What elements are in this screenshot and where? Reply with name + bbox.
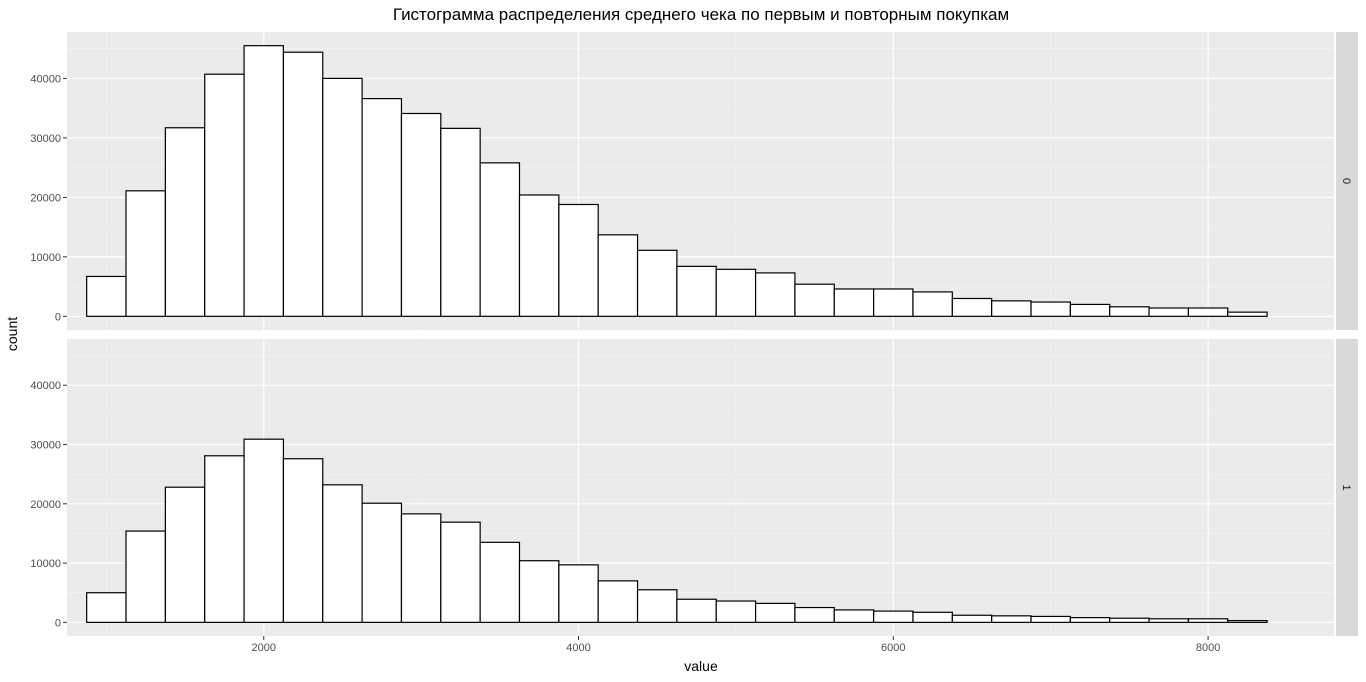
histogram-bar: [991, 615, 1032, 623]
histogram-bar: [125, 530, 166, 623]
y-tick-label: 30000: [30, 440, 61, 452]
x-tick-label: 4000: [566, 642, 590, 654]
y-tick-label: 40000: [30, 380, 61, 392]
histogram-bar: [1069, 617, 1111, 623]
histogram-bar: [518, 194, 560, 317]
histogram-bar: [873, 610, 914, 623]
histogram-bar: [912, 611, 953, 623]
histogram-bar: [1148, 307, 1190, 317]
histogram-bar: [125, 190, 166, 317]
histogram-bar: [676, 598, 717, 623]
chart-title: Гистограмма распределения среднего чека …: [393, 5, 1009, 24]
histogram-bar: [1227, 311, 1268, 317]
histogram-bar: [951, 614, 993, 623]
histogram-bar: [322, 484, 363, 623]
histogram-bar: [86, 275, 127, 317]
y-tick-label: 10000: [30, 252, 61, 264]
histogram-bar: [282, 51, 324, 317]
histogram-bar: [754, 272, 796, 317]
x-tick-label: 2000: [251, 642, 275, 654]
histogram-bar: [164, 486, 206, 623]
histogram-bar: [873, 288, 914, 317]
histogram-bar: [361, 98, 403, 317]
histogram-bar: [676, 265, 717, 317]
histogram-bar: [991, 300, 1032, 317]
histogram-bar: [597, 234, 639, 317]
histogram-bar: [1069, 303, 1111, 317]
y-tick-label: 0: [55, 617, 61, 629]
facet-strip-label: 1: [1340, 484, 1352, 490]
histogram-bar: [951, 297, 993, 317]
histogram-bar: [518, 560, 560, 623]
histogram-bar: [243, 438, 285, 623]
histogram-bar: [833, 288, 875, 317]
y-tick-label: 40000: [30, 73, 61, 85]
y-tick-label: 30000: [30, 133, 61, 145]
histogram-bar: [204, 73, 245, 317]
histogram-bar: [204, 455, 245, 623]
facet-strip: [1336, 32, 1358, 330]
y-tick-label: 20000: [30, 499, 61, 511]
histogram-bar: [400, 513, 442, 623]
histogram-bar: [1109, 306, 1150, 317]
y-tick-label: 10000: [30, 558, 61, 570]
histogram-bar: [164, 127, 206, 317]
histogram-bar: [322, 77, 363, 317]
histogram-bar: [912, 291, 953, 317]
histogram-bar: [636, 249, 678, 317]
histogram-bar: [636, 589, 678, 623]
facet-strip: [1336, 339, 1358, 636]
facets: 0 10000 20000 30000 40000 0 0 10000 20000 30000 40…: [30, 32, 1358, 654]
y-axis-title: count: [4, 317, 20, 351]
histogram-bar: [715, 268, 757, 317]
x-tick-label: 8000: [1196, 642, 1220, 654]
histogram-bar: [1187, 307, 1229, 317]
histogram-bar: [794, 606, 835, 623]
histogram-bar: [715, 600, 757, 623]
facet-panel-0: 0 10000 20000 30000 40000 0: [30, 32, 1358, 330]
histogram-bar: [833, 609, 875, 623]
histogram-bar: [479, 541, 521, 623]
x-axis-title: value: [684, 658, 718, 674]
histogram-bar: [1148, 618, 1190, 623]
histogram-bar: [440, 127, 481, 317]
histogram-bar: [361, 502, 403, 623]
histogram-bar: [1030, 301, 1071, 317]
histogram-bar: [794, 283, 835, 317]
histogram-bar: [597, 580, 639, 623]
histogram-bar: [86, 592, 127, 623]
facet-panel-1: 0 10000 20000 30000 40000 1: [30, 339, 1358, 636]
histogram-bar: [479, 162, 521, 317]
histogram-bar: [243, 45, 285, 317]
facet-strip-label: 0: [1340, 178, 1352, 184]
histogram-bar: [1227, 619, 1268, 623]
y-tick-label: 20000: [30, 192, 61, 204]
x-tick-label: 6000: [881, 642, 905, 654]
histogram-bar: [1109, 617, 1150, 623]
histogram-bar: [558, 203, 599, 317]
histogram-bar: [282, 458, 324, 623]
histogram-bar: [440, 521, 481, 623]
histogram-bar: [1187, 618, 1229, 623]
histogram-bar: [1030, 615, 1071, 623]
y-tick-label: 0: [55, 311, 61, 323]
histogram-bar: [754, 602, 796, 623]
histogram-bar: [558, 564, 599, 623]
histogram-bar: [400, 112, 442, 317]
